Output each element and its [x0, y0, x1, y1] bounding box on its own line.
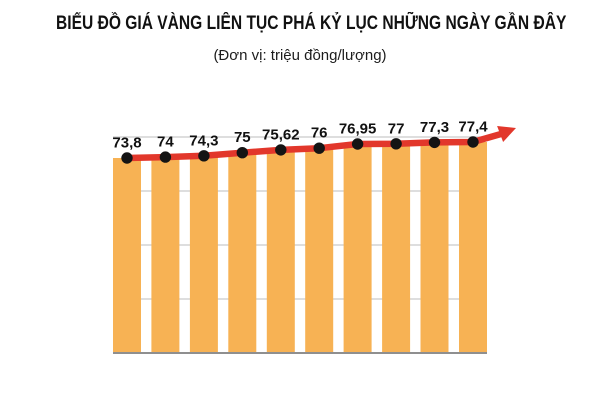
- bar: [305, 148, 334, 353]
- value-label: 76: [311, 125, 328, 142]
- chart-subtitle-text: (Đơn vị: triệu đồng/lượng): [213, 47, 387, 64]
- value-label: 77,3: [420, 119, 449, 136]
- bar: [343, 144, 372, 353]
- chart-title-text: BIỂU ĐỒ GIÁ VÀNG LIÊN TỤC PHÁ KỶ LỤC NHỮ…: [56, 13, 567, 34]
- bar: [189, 155, 218, 353]
- data-point-dot: [236, 147, 248, 159]
- value-label: 75,62: [262, 126, 300, 143]
- bar: [266, 149, 295, 353]
- data-point-dot: [159, 151, 172, 163]
- value-label: 76,95: [339, 121, 377, 138]
- bar: [459, 142, 487, 353]
- bar: [228, 152, 257, 353]
- value-label: 74: [157, 134, 174, 151]
- value-label: 75: [234, 129, 251, 146]
- data-point-dot: [390, 138, 402, 150]
- value-label: 74,3: [189, 132, 218, 149]
- page-title: BIỂU ĐỒ GIÁ VÀNG LIÊN TỤC PHÁ KỶ LỤC NHỮ…: [0, 13, 600, 35]
- bar: [113, 158, 141, 353]
- chart-unit-subtitle: (Đơn vị: triệu đồng/lượng): [0, 47, 600, 65]
- data-point-dot: [467, 136, 479, 148]
- data-point-dot: [351, 138, 364, 150]
- bar: [420, 142, 449, 353]
- bar: [382, 143, 411, 353]
- data-point-dot: [198, 150, 210, 162]
- trend-arrow-icon: [497, 126, 516, 142]
- value-label: 77,4: [458, 119, 488, 136]
- data-point-dot: [428, 136, 441, 149]
- bar: [151, 157, 180, 353]
- value-label: 73,8: [112, 135, 141, 152]
- data-point-dot: [275, 144, 287, 156]
- value-label: 77: [388, 120, 405, 137]
- data-point-dot: [313, 142, 325, 154]
- data-point-dot: [121, 152, 133, 164]
